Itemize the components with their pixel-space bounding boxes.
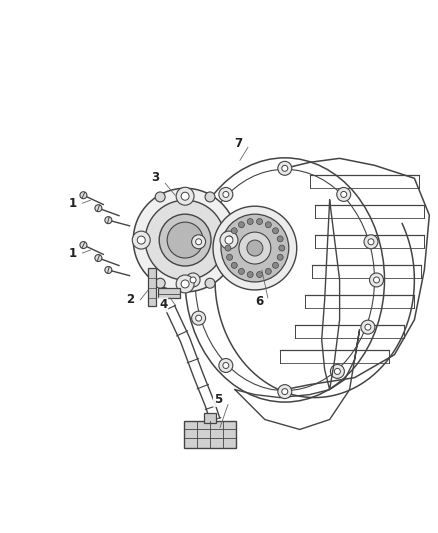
Bar [204, 413, 216, 423]
Circle shape [365, 324, 371, 330]
Text: 3: 3 [151, 171, 159, 184]
Circle shape [95, 205, 102, 212]
Circle shape [337, 188, 351, 201]
Circle shape [167, 222, 203, 258]
Circle shape [181, 280, 189, 288]
Circle shape [95, 255, 102, 262]
Circle shape [105, 216, 112, 224]
Circle shape [192, 311, 205, 325]
Circle shape [221, 214, 289, 282]
Circle shape [80, 192, 87, 199]
Circle shape [374, 277, 379, 283]
Circle shape [220, 231, 238, 249]
Circle shape [257, 272, 262, 278]
Circle shape [196, 239, 201, 245]
Circle shape [226, 254, 233, 260]
Circle shape [133, 188, 237, 292]
Circle shape [137, 236, 145, 244]
Circle shape [278, 161, 292, 175]
Circle shape [223, 362, 229, 368]
Text: 5: 5 [214, 393, 222, 406]
Circle shape [334, 368, 340, 374]
Circle shape [192, 235, 205, 249]
Text: 7: 7 [234, 137, 242, 150]
Circle shape [247, 240, 263, 256]
Circle shape [145, 200, 225, 280]
Text: 6: 6 [256, 295, 264, 309]
Circle shape [265, 222, 271, 228]
Circle shape [265, 269, 271, 274]
Circle shape [186, 273, 200, 287]
Circle shape [247, 219, 253, 224]
Circle shape [219, 188, 233, 201]
Circle shape [247, 272, 253, 278]
Circle shape [105, 266, 112, 273]
Text: 1: 1 [68, 247, 77, 260]
Circle shape [330, 365, 344, 378]
Text: 2: 2 [126, 293, 134, 306]
Circle shape [279, 245, 285, 251]
Circle shape [132, 231, 150, 249]
Circle shape [361, 320, 375, 334]
Circle shape [341, 191, 347, 197]
Circle shape [176, 275, 194, 293]
Circle shape [226, 236, 233, 242]
Circle shape [205, 278, 215, 288]
Text: 4: 4 [159, 298, 167, 311]
Circle shape [155, 192, 165, 202]
Circle shape [176, 187, 194, 205]
Circle shape [231, 262, 237, 268]
Text: 1: 1 [68, 197, 77, 209]
Circle shape [213, 206, 297, 290]
Circle shape [282, 165, 288, 171]
Circle shape [368, 239, 374, 245]
Circle shape [364, 235, 378, 249]
Circle shape [277, 236, 283, 242]
Circle shape [190, 277, 196, 283]
Circle shape [225, 245, 231, 251]
Circle shape [219, 359, 233, 373]
Circle shape [196, 315, 201, 321]
Bar [184, 421, 236, 448]
Circle shape [239, 232, 271, 264]
Circle shape [181, 192, 189, 200]
Circle shape [272, 228, 279, 234]
Circle shape [80, 241, 87, 248]
Circle shape [205, 192, 215, 202]
Circle shape [155, 278, 165, 288]
Circle shape [223, 191, 229, 197]
Bar [158, 288, 180, 298]
Circle shape [277, 254, 283, 260]
Circle shape [225, 236, 233, 244]
Circle shape [257, 219, 262, 224]
Circle shape [238, 269, 244, 274]
Circle shape [159, 214, 211, 266]
Circle shape [231, 228, 237, 234]
Circle shape [282, 389, 288, 394]
Bar [148, 268, 156, 306]
Circle shape [272, 262, 279, 268]
Circle shape [278, 385, 292, 399]
Circle shape [370, 273, 384, 287]
Circle shape [238, 222, 244, 228]
